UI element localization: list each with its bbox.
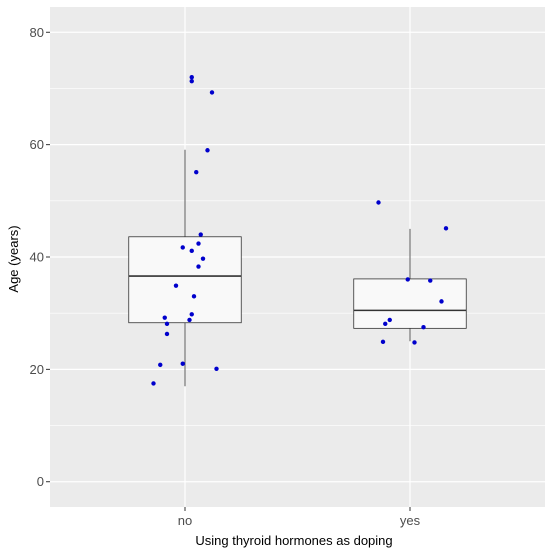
box-iqr [353, 278, 467, 329]
data-point [205, 148, 210, 153]
data-point [164, 331, 170, 337]
data-point [443, 226, 449, 231]
data-point [158, 362, 163, 368]
data-point [421, 325, 426, 330]
data-point [214, 366, 219, 371]
data-point [189, 312, 194, 317]
data-point [198, 232, 203, 237]
data-point [196, 241, 201, 246]
axes: 0 20 40 60 80 no yes [30, 25, 421, 528]
data-point [180, 245, 185, 250]
y-axis-title: Age (years) [6, 225, 21, 292]
data-point [194, 169, 199, 175]
data-point [173, 283, 179, 288]
y-tick-label: 20 [30, 362, 44, 377]
data-point [376, 200, 381, 205]
data-point [196, 264, 201, 269]
x-axis-title: Using thyroid hormones as doping [195, 533, 392, 548]
boxes [128, 149, 467, 387]
data-point [405, 277, 410, 282]
data-point [439, 299, 444, 304]
data-point [412, 340, 417, 345]
data-point [151, 381, 156, 386]
data-point [380, 339, 386, 345]
data-point [209, 90, 215, 95]
data-point [180, 361, 185, 366]
y-tick-label: 80 [30, 25, 44, 40]
data-point [187, 317, 192, 323]
x-tick-label: yes [400, 513, 421, 528]
y-tick-label: 40 [30, 250, 44, 265]
data-point [428, 278, 433, 283]
data-point [200, 256, 206, 261]
data-point [189, 75, 194, 80]
data-points [151, 75, 449, 386]
y-tick-label: 60 [30, 137, 44, 152]
data-point [387, 317, 392, 323]
data-point [189, 248, 194, 254]
data-point [189, 78, 194, 84]
data-point [383, 321, 388, 327]
data-point [191, 294, 197, 299]
box-iqr [128, 236, 242, 324]
y-tick-label: 0 [37, 474, 44, 489]
data-point [164, 321, 170, 327]
x-tick-label: no [178, 513, 192, 528]
data-point [162, 315, 167, 320]
